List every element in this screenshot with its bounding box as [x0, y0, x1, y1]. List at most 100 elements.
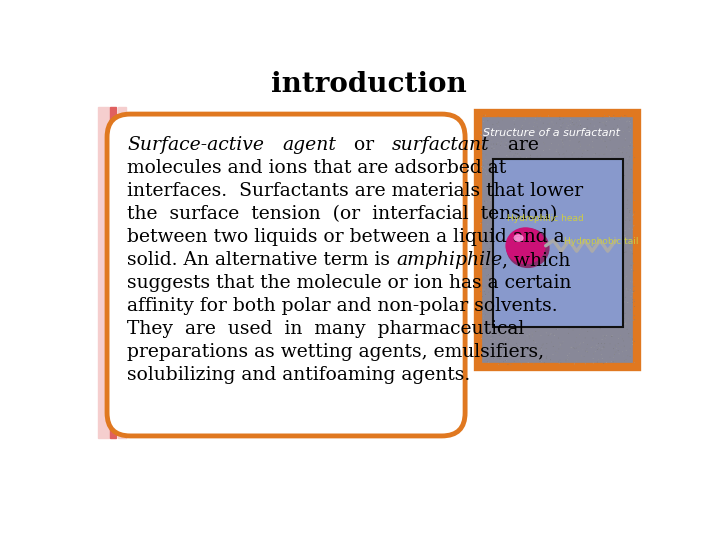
- Point: [523, 343, 534, 352]
- Point: [613, 334, 624, 342]
- Point: [608, 256, 620, 265]
- Point: [604, 353, 616, 361]
- Point: [505, 253, 517, 262]
- Point: [616, 112, 627, 121]
- Point: [618, 252, 629, 260]
- Point: [613, 196, 624, 205]
- Point: [538, 267, 549, 276]
- Point: [611, 176, 623, 185]
- Point: [587, 203, 598, 212]
- Point: [480, 298, 491, 306]
- Point: [501, 192, 513, 201]
- Point: [505, 133, 516, 142]
- Point: [492, 166, 504, 175]
- Point: [515, 153, 526, 162]
- Point: [594, 278, 606, 287]
- Point: [486, 309, 498, 318]
- Point: [627, 188, 639, 197]
- Point: [544, 353, 556, 361]
- Point: [488, 281, 500, 289]
- Point: [593, 228, 604, 237]
- Point: [582, 348, 593, 356]
- Point: [513, 325, 524, 333]
- Point: [481, 257, 492, 266]
- Point: [494, 159, 505, 167]
- Point: [538, 146, 549, 155]
- Point: [528, 162, 539, 171]
- Point: [559, 183, 570, 192]
- Point: [614, 342, 626, 351]
- Point: [619, 136, 631, 145]
- Point: [488, 170, 500, 179]
- Point: [544, 306, 556, 314]
- Point: [624, 119, 636, 128]
- Point: [528, 360, 540, 368]
- Point: [617, 352, 629, 360]
- Point: [558, 315, 570, 324]
- Ellipse shape: [506, 228, 549, 268]
- Point: [481, 198, 492, 206]
- Point: [562, 267, 574, 275]
- Point: [617, 189, 629, 198]
- Point: [510, 239, 521, 248]
- Point: [588, 343, 600, 352]
- Point: [549, 133, 561, 141]
- Point: [494, 262, 505, 271]
- Point: [619, 309, 631, 318]
- Point: [523, 332, 535, 340]
- Point: [621, 159, 633, 168]
- Point: [600, 334, 611, 343]
- Point: [513, 149, 524, 158]
- Point: [482, 145, 493, 154]
- Point: [549, 341, 560, 350]
- Point: [504, 193, 516, 202]
- Point: [581, 267, 593, 276]
- Point: [486, 256, 498, 265]
- Point: [539, 131, 551, 139]
- Point: [496, 274, 508, 283]
- Point: [571, 244, 582, 252]
- Point: [518, 137, 529, 146]
- Point: [502, 212, 513, 220]
- Point: [526, 268, 537, 277]
- Point: [567, 298, 578, 306]
- Point: [586, 212, 598, 221]
- Point: [574, 303, 585, 312]
- Point: [548, 252, 559, 260]
- Point: [551, 352, 562, 360]
- Point: [587, 334, 598, 342]
- Point: [542, 290, 554, 299]
- Point: [489, 255, 500, 264]
- Point: [580, 272, 591, 280]
- Point: [562, 329, 574, 338]
- Point: [557, 143, 569, 151]
- Point: [572, 323, 583, 332]
- Point: [492, 260, 504, 268]
- Point: [475, 131, 487, 140]
- Point: [629, 298, 640, 306]
- Point: [590, 248, 601, 257]
- Point: [586, 238, 598, 246]
- Point: [532, 227, 544, 236]
- Point: [521, 290, 533, 299]
- Point: [538, 262, 549, 271]
- Point: [554, 316, 565, 325]
- Point: [624, 332, 636, 341]
- Point: [505, 220, 516, 228]
- Point: [524, 218, 536, 226]
- Point: [583, 202, 595, 211]
- Point: [511, 248, 523, 256]
- Point: [592, 132, 603, 140]
- Point: [577, 322, 589, 331]
- Point: [538, 319, 549, 327]
- Point: [499, 343, 510, 352]
- Point: [596, 350, 608, 359]
- Point: [484, 133, 495, 142]
- Point: [518, 258, 530, 266]
- Point: [514, 323, 526, 332]
- Point: [485, 272, 496, 280]
- Point: [588, 293, 600, 302]
- Point: [508, 224, 520, 233]
- Point: [572, 347, 584, 356]
- Point: [557, 165, 568, 173]
